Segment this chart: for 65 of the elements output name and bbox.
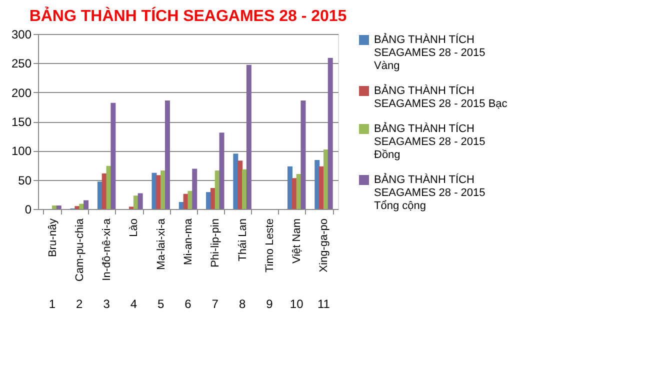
legend-label: BẢNG THÀNH TÍCH SEAGAMES 28 - 2015 Bạc bbox=[374, 84, 508, 110]
bar bbox=[214, 170, 220, 209]
text: 6 bbox=[184, 297, 192, 311]
bar bbox=[84, 200, 89, 209]
text: 4 bbox=[130, 297, 138, 311]
bar bbox=[156, 175, 162, 209]
y-tick-label: 50 bbox=[18, 173, 32, 188]
bar bbox=[138, 193, 143, 209]
text: 10 bbox=[290, 297, 304, 311]
text: 7 bbox=[212, 297, 219, 311]
x-tick-label: Thái Lan bbox=[236, 218, 249, 262]
x-tick-label: Phi-lip-pin bbox=[210, 218, 222, 268]
legend-label: BẢNG THÀNH TÍCH SEAGAMES 28 - 2015 Đồng bbox=[374, 122, 486, 161]
bar bbox=[164, 100, 170, 209]
text: 11 bbox=[318, 297, 330, 311]
x-tick-label: Cam-pu-chia bbox=[74, 218, 86, 282]
bar bbox=[219, 132, 224, 209]
bar bbox=[319, 166, 324, 209]
bar bbox=[246, 64, 252, 209]
x-tick-label: In-đô-nê-xi-a bbox=[101, 218, 114, 281]
bar bbox=[242, 169, 248, 209]
text: 1 bbox=[48, 297, 56, 311]
text: 3 bbox=[103, 297, 110, 311]
bar bbox=[110, 102, 116, 209]
bar bbox=[188, 190, 193, 209]
bar bbox=[160, 170, 166, 209]
x-tick-label: Timo Leste bbox=[264, 218, 276, 273]
y-tick-label: 300 bbox=[11, 28, 32, 42]
legend-label: BẢNG THÀNH TÍCH SEAGAMES 28 - 2015 Vàng bbox=[374, 33, 486, 72]
y-tick-label: 250 bbox=[11, 56, 32, 71]
x-tick-label: Lào bbox=[128, 218, 140, 237]
bar bbox=[102, 173, 107, 209]
bar bbox=[206, 192, 212, 209]
x-tick-label: Ma-lai-xi-a bbox=[155, 218, 168, 270]
bar bbox=[210, 188, 216, 209]
bar bbox=[323, 150, 328, 209]
y-tick-label: 200 bbox=[11, 86, 32, 100]
y-tick-label: 0 bbox=[24, 202, 32, 216]
bar bbox=[292, 178, 297, 209]
text: 5 bbox=[158, 297, 165, 311]
bar bbox=[300, 100, 306, 209]
bar bbox=[192, 168, 198, 209]
x-tick-label: Mi-an-ma bbox=[182, 218, 194, 265]
text: 2 bbox=[76, 297, 84, 311]
legend-label: BẢNG THÀNH TÍCH SEAGAMES 28 - 2015 Tổng cộng bbox=[374, 173, 486, 212]
bar bbox=[97, 182, 102, 209]
bar bbox=[314, 160, 320, 209]
x-tick-label: Xing-ga-po bbox=[318, 218, 330, 272]
y-tick-label: 100 bbox=[11, 144, 32, 158]
bar bbox=[238, 160, 243, 209]
bar bbox=[328, 58, 333, 209]
x-tick-label: Bru-nây bbox=[46, 218, 59, 258]
bar bbox=[74, 206, 80, 209]
bar bbox=[233, 154, 238, 209]
x-tick-label: Việt Nam bbox=[291, 218, 304, 264]
text: 9 bbox=[266, 297, 274, 311]
text: 8 bbox=[238, 297, 246, 311]
bar bbox=[178, 202, 184, 209]
bar bbox=[52, 206, 57, 209]
bar bbox=[56, 206, 62, 209]
bar bbox=[152, 172, 157, 209]
bar bbox=[287, 166, 292, 209]
chart-title: BẢNG THÀNH TÍCH SEAGAMES 28 - 2015 bbox=[29, 6, 347, 25]
bar bbox=[133, 196, 138, 209]
y-tick-label: 150 bbox=[11, 115, 32, 129]
